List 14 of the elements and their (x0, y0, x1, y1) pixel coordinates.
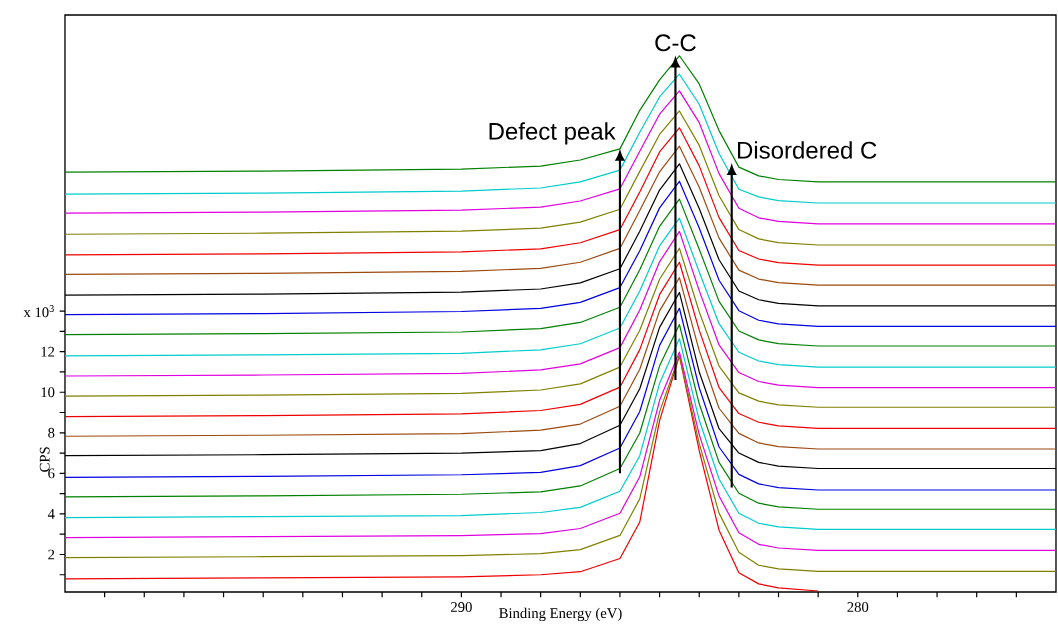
x-axis-title: Binding Energy (eV) (499, 607, 622, 622)
y-tick-label: 12 (41, 346, 55, 357)
y-tick-label: 4 (47, 509, 55, 519)
y-axis-title: CPS (39, 447, 50, 472)
y-tick-label: 10 (41, 387, 55, 398)
y-tick-label: x 10$^{3}$ (23, 304, 54, 318)
x-tick-label: 290 (451, 602, 472, 612)
annotation: Disordered C (737, 141, 877, 159)
x-tick-label: 280 (847, 602, 869, 612)
annotation: C-C (655, 34, 696, 52)
annotation: Defect peak (489, 122, 616, 145)
y-tick-label: 2 (48, 549, 55, 560)
y-tick-label: 8 (48, 427, 55, 438)
y-tick-label: 6 (48, 468, 55, 479)
